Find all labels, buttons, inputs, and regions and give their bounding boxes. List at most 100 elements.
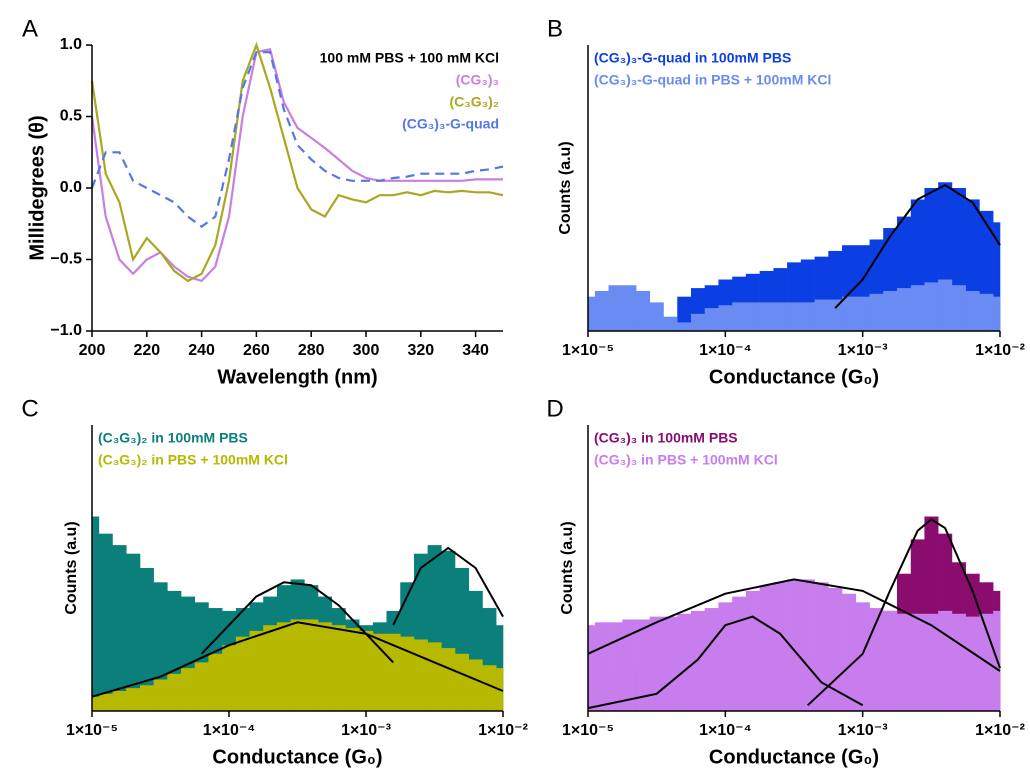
histogram-bar	[649, 616, 664, 711]
histogram-bar	[883, 290, 898, 331]
y-tick-label: 0.5	[60, 108, 82, 125]
histogram-bar	[842, 593, 857, 711]
histogram-bar	[98, 693, 113, 711]
histogram-bar	[608, 285, 623, 331]
histogram-bar	[993, 296, 1001, 331]
fit-curve	[587, 578, 1001, 672]
x-axis-title: Conductance (G₀)	[212, 746, 382, 768]
histogram-bar	[386, 633, 401, 711]
x-tick-label: 260	[243, 342, 270, 359]
histogram-bar	[588, 625, 596, 711]
x-axis-title: Conductance (G₀)	[709, 366, 879, 388]
legend-entry: (CG₃)₃-G-quad in PBS + 100mM KCl	[594, 72, 831, 88]
histogram-bar	[677, 322, 692, 331]
histogram-bar	[896, 613, 912, 711]
histogram-bar	[290, 619, 305, 711]
fit-curve	[392, 546, 504, 626]
x-tick-label: 240	[188, 342, 215, 359]
y-axis-title: Millidegrees (θ)	[26, 115, 48, 260]
histogram-bar	[153, 679, 168, 711]
histogram-bar	[608, 622, 623, 711]
legend-entry: (CG₃)₃-G-quad	[402, 116, 499, 132]
x-tick-label: 1×10⁻²	[478, 722, 528, 739]
histogram-bar	[359, 630, 374, 711]
x-tick-label: 1×10⁻⁵	[66, 722, 118, 739]
histogram-bar	[732, 302, 747, 331]
histogram-bar	[276, 622, 291, 711]
histogram-bar	[126, 688, 141, 711]
histogram-bar	[787, 302, 802, 331]
histogram-bar	[588, 296, 596, 331]
histogram-bar	[126, 553, 141, 711]
data-line	[90, 51, 504, 228]
histogram-bar	[677, 296, 692, 331]
legend-entry: (CG₃)₃-G-quad in 100mM PBS	[594, 50, 791, 66]
histogram-bar	[828, 299, 843, 331]
histogram-bar	[993, 222, 1001, 331]
x-tick-label: 280	[298, 342, 325, 359]
x-axis-title: Wavelength (nm)	[217, 366, 377, 388]
x-tick-label: 1×10⁻⁴	[699, 722, 751, 739]
histogram-bar	[194, 662, 209, 711]
histogram-bar	[167, 673, 182, 711]
histogram-bar	[965, 616, 980, 711]
histogram-bar	[855, 602, 870, 711]
x-tick-label: 1×10⁻⁵	[562, 722, 614, 739]
histogram-bar	[112, 545, 127, 711]
y-tick-label: 0.0	[60, 179, 82, 196]
x-tick-label: 200	[79, 342, 106, 359]
histogram-bar	[331, 625, 346, 711]
panel-label: C	[21, 395, 38, 422]
histogram-bar	[413, 639, 428, 711]
histogram-bar	[636, 290, 651, 331]
histogram-bar	[938, 610, 953, 711]
histogram-bar	[759, 585, 774, 711]
histogram-bar	[235, 636, 250, 711]
histogram-bar	[98, 533, 113, 711]
histogram-bar	[249, 630, 264, 711]
histogram-bar	[263, 625, 278, 711]
histogram-bar	[979, 293, 994, 331]
histogram-bar	[622, 619, 637, 711]
fit-curve	[834, 183, 1001, 309]
histogram-bar	[910, 285, 925, 331]
x-tick-label: 1×10⁻³	[341, 722, 391, 739]
histogram-bar	[427, 642, 442, 711]
histogram-bar	[842, 296, 857, 331]
histogram-bar	[594, 622, 609, 711]
histogram-bar	[745, 302, 760, 331]
fit-curve	[807, 518, 1001, 707]
x-tick-label: 1×10⁻²	[975, 722, 1025, 739]
histogram-bar	[400, 636, 415, 711]
histogram-bar	[139, 568, 154, 711]
histogram-bar	[649, 302, 664, 331]
x-tick-label: 1×10⁻⁴	[203, 722, 255, 739]
legend-entry: (C₃G₃)₂ in PBS + 100mM KCl	[98, 452, 288, 468]
panel-label: A	[22, 15, 38, 42]
histogram-bar	[938, 279, 953, 331]
histogram-bar	[800, 302, 815, 331]
fit-curve	[91, 621, 504, 698]
histogram-bar	[663, 316, 678, 331]
x-tick-label: 340	[462, 342, 489, 359]
y-tick-label: −0.5	[50, 251, 82, 268]
histogram-bar	[139, 685, 154, 711]
histogram-bar	[951, 613, 966, 711]
fit-curve	[200, 581, 394, 664]
x-axis-title: Conductance (G₀)	[709, 746, 879, 768]
panel-label: B	[547, 15, 563, 42]
histogram-bar	[869, 293, 884, 331]
histogram-bar	[910, 613, 925, 711]
legend-entry: (C₃G₃)₂	[450, 94, 500, 110]
fit-curve	[587, 615, 864, 710]
histogram-bar	[222, 645, 237, 711]
histogram-bar	[965, 290, 980, 331]
x-tick-label: 220	[133, 342, 160, 359]
x-tick-label: 320	[407, 342, 434, 359]
x-tick-label: 1×10⁻³	[838, 722, 888, 739]
histogram-bar	[181, 668, 196, 711]
data-line	[90, 41, 504, 283]
histogram-bar	[745, 590, 760, 711]
x-tick-label: 1×10⁻⁵	[562, 342, 614, 359]
x-tick-label: 1×10⁻²	[975, 342, 1025, 359]
